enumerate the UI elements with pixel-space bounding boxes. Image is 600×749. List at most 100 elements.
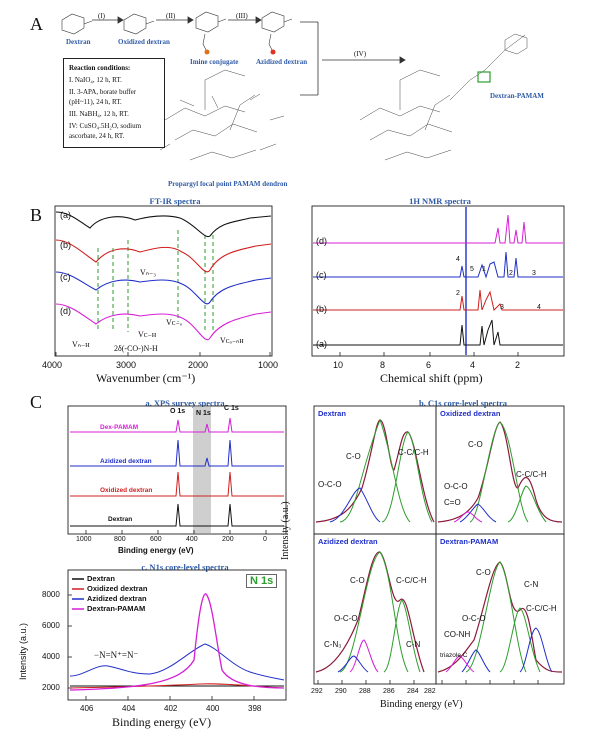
nmr-peak-label-4: 2 (509, 270, 513, 277)
xps-trace-oxidized: Oxidized dextran (100, 487, 153, 494)
nmr-xtick-2: 2 (515, 360, 521, 370)
panel-label-c: C (30, 392, 43, 412)
n1s-xtick-404: 404 (122, 704, 136, 713)
xps-xtick-200: 200 (222, 536, 234, 543)
compound-azidized-dextran: Azidized dextran (256, 58, 308, 66)
c1s-dp-label-co: C-O (476, 568, 491, 577)
ftir-xtick-4000: 4000 (42, 360, 63, 370)
xps-peak-n1s: N 1s (196, 410, 211, 417)
ftir-chart (54, 205, 273, 357)
panel-label-b: B (30, 205, 43, 225)
ftir-annotation-nh: Vₙ₋ʜ (72, 340, 90, 349)
c1s-ox-label-cc: C-C/C-H (516, 470, 547, 479)
nmr-xtick-10: 10 (333, 360, 344, 370)
panel-label-a: A (30, 14, 43, 34)
nmr-trace-b: (b) (316, 304, 327, 314)
ftir-xtick-3000: 3000 (116, 360, 137, 370)
n1s-legend-swatches (72, 578, 84, 610)
c1s-subpanel-oxidized: Oxidized dextran (440, 409, 501, 418)
nmr-title: 1H NMR spectra (409, 196, 471, 206)
c1s-az-label-co: C-O (350, 576, 365, 585)
c1s-az-label-oco: O-C-O (334, 614, 358, 623)
c1s-title: b. C1s core-level spectra (418, 398, 508, 408)
nmr-peak-label-1: 4 (456, 256, 460, 263)
xps-peak-c1s: C 1s (224, 405, 239, 412)
conditions-title: Reaction conditions: (69, 64, 131, 72)
c1s-subpanel-dextran: Dextran (318, 409, 346, 418)
nmr-trace-c: (c) (316, 270, 327, 280)
c1s-xtick-284: 284 (407, 688, 419, 695)
n1s-xtick-400: 400 (206, 704, 220, 713)
compound-imine-conjugate: Imine conjugate (190, 58, 239, 66)
n1s-legend-dextran: Dextran (87, 574, 115, 583)
c1s-ox-label-co: C-O (468, 440, 483, 449)
nmr-xtick-8: 8 (380, 360, 386, 370)
c1s-dp-label-triazole: triazole C (440, 652, 468, 659)
nmr-xtick-6: 6 (426, 360, 432, 370)
ftir-trace-c: (c) (60, 272, 71, 282)
n1s-xtick-406: 406 (80, 704, 94, 713)
c1s-az-label-cn: C-N (406, 640, 421, 649)
c1s-xtick-290: 290 (335, 688, 347, 695)
xps-trace-dex-pamam: Dex-PAMAM (100, 424, 139, 431)
n1s-xtick-398: 398 (248, 704, 262, 713)
step-4: (IV) (354, 50, 367, 58)
nmr-peak-label-8: 4 (537, 304, 541, 311)
c1s-az-label-cc: C-C/C-H (396, 576, 427, 585)
step-2: (II) (166, 12, 176, 20)
nmr-trace-a: (a) (316, 339, 327, 349)
n1s-ylabel: Intensity (a.u.) (18, 622, 28, 680)
compound-dextran-pamam: Dextran-PAMAM (490, 92, 544, 100)
c1s-ox-label-co-double: C=O (444, 498, 461, 507)
xps-xtick-800: 800 (114, 536, 126, 543)
xps-survey-chart (67, 405, 287, 535)
ftir-xlabel: Wavenumber (cm⁻¹) (96, 371, 196, 385)
compound-dextran: Dextran (66, 38, 91, 46)
ftir-annotation-ch: Vᴄ₋ʜ (138, 330, 157, 339)
ftir-annotation-co: Vᴄ₋ₒ (166, 318, 183, 327)
xps-survey-title: a. XPS survey spectra (145, 398, 225, 408)
n1s-chart (67, 569, 287, 701)
n1s-ytick-4000: 4000 (42, 652, 60, 661)
nmr-peak-label-2: 5 (470, 266, 474, 273)
nmr-chart (311, 205, 565, 357)
xps-xtick-1000: 1000 (76, 536, 92, 543)
nmr-trace-d: (d) (316, 236, 327, 246)
xps-xtick-400: 400 (186, 536, 198, 543)
nmr-xtick-4: 4 (470, 360, 476, 370)
c1s-az-label-cn3: C-N₃ (324, 640, 342, 649)
ftir-annotation-n3: Vₙ₋₃ (140, 268, 156, 277)
n1s-legend-dextran-pamam: Dextran-PAMAM (87, 604, 146, 613)
n1s-title: c. N1s core-level spectra (141, 562, 229, 572)
n1s-ytick-2000: 2000 (42, 683, 60, 692)
nmr-peak-label-5: 3 (532, 270, 536, 277)
n1s-legend-azidized: Azidized dextran (87, 594, 147, 603)
xps-peak-o1s: O 1s (170, 408, 186, 415)
n1s-legend-oxidized: Oxidized dextran (87, 584, 148, 593)
n1s-ytick-6000: 6000 (42, 621, 60, 630)
nmr-peak-label-6: 2 (456, 290, 460, 297)
c1s-xtick-286: 286 (383, 688, 395, 695)
compound-pamam-dendron: Propargyl focal point PAMAM dendron (168, 180, 288, 188)
c1s-xtick-292: 292 (311, 688, 323, 695)
step-1: (I) (98, 12, 105, 20)
c1s-ox-label-oco: O-C-O (444, 482, 468, 491)
c1s-xtick-288: 288 (359, 688, 371, 695)
ftir-xtick-2000: 2000 (188, 360, 209, 370)
condition-2: II. 3-APA, borate buffer (pH~11), 24 h, … (69, 88, 137, 106)
c1s-dextran-label-cc: C-C/C-H (398, 448, 429, 457)
n1s-xtick-402: 402 (164, 704, 178, 713)
n1s-ytick-8000: 8000 (42, 590, 60, 599)
xps-xtick-600: 600 (150, 536, 162, 543)
ftir-title: FT-IR spectra (149, 196, 201, 206)
step-3: (III) (236, 12, 248, 20)
condition-4: IV: CuSO₄.5H₂O, sodium ascorbate, 24 h, … (69, 122, 142, 140)
condition-3: III. NaBH₄, 12 h, RT. (69, 110, 129, 118)
ftir-xtick-1000: 1000 (258, 360, 279, 370)
c1s-dextran-label-co: C-O (346, 452, 361, 461)
ftir-trace-d: (d) (60, 306, 71, 316)
compound-oxidized-dextran: Oxidized dextran (118, 38, 170, 46)
xps-xlabel: Binding energy (eV) (118, 546, 194, 555)
xps-xtick-0: 0 (263, 536, 267, 543)
nmr-xlabel: Chemical shift (ppm) (380, 371, 483, 385)
